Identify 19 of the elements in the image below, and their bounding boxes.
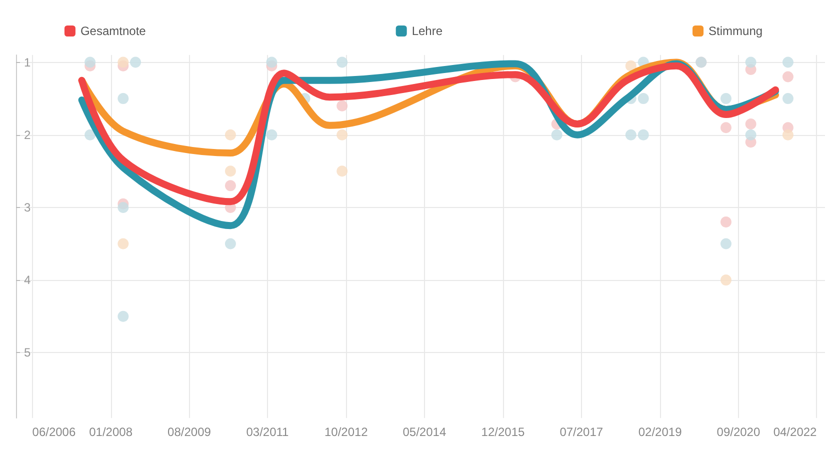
y-tick-label: 5 bbox=[24, 346, 31, 360]
x-tick-label: 01/2008 bbox=[89, 425, 133, 439]
x-tick-label: 12/2015 bbox=[481, 425, 525, 439]
y-tick-label: 1 bbox=[24, 55, 31, 70]
y-tick-label: 2 bbox=[24, 128, 31, 142]
legend-label: Gesamtnote bbox=[80, 24, 146, 38]
y-tick-label: 3 bbox=[24, 200, 31, 214]
x-tick-label: 06/2006 bbox=[32, 425, 76, 439]
x-tick-label: 10/2012 bbox=[324, 425, 368, 439]
x-tick-label: 02/2019 bbox=[638, 425, 682, 439]
x-tick-label: 08/2009 bbox=[168, 425, 212, 439]
legend-label: Stimmung bbox=[708, 24, 763, 38]
y-tick-label: 4 bbox=[24, 273, 31, 288]
x-tick-label: 04/2022 bbox=[773, 425, 818, 439]
x-tick-label: 03/2011 bbox=[246, 425, 290, 439]
x-tick-label: 09/2020 bbox=[716, 425, 760, 439]
legend-label: Lehre bbox=[412, 24, 443, 38]
x-tick-label: 05/2014 bbox=[402, 425, 446, 439]
x-tick-label: 07/2017 bbox=[560, 425, 604, 439]
